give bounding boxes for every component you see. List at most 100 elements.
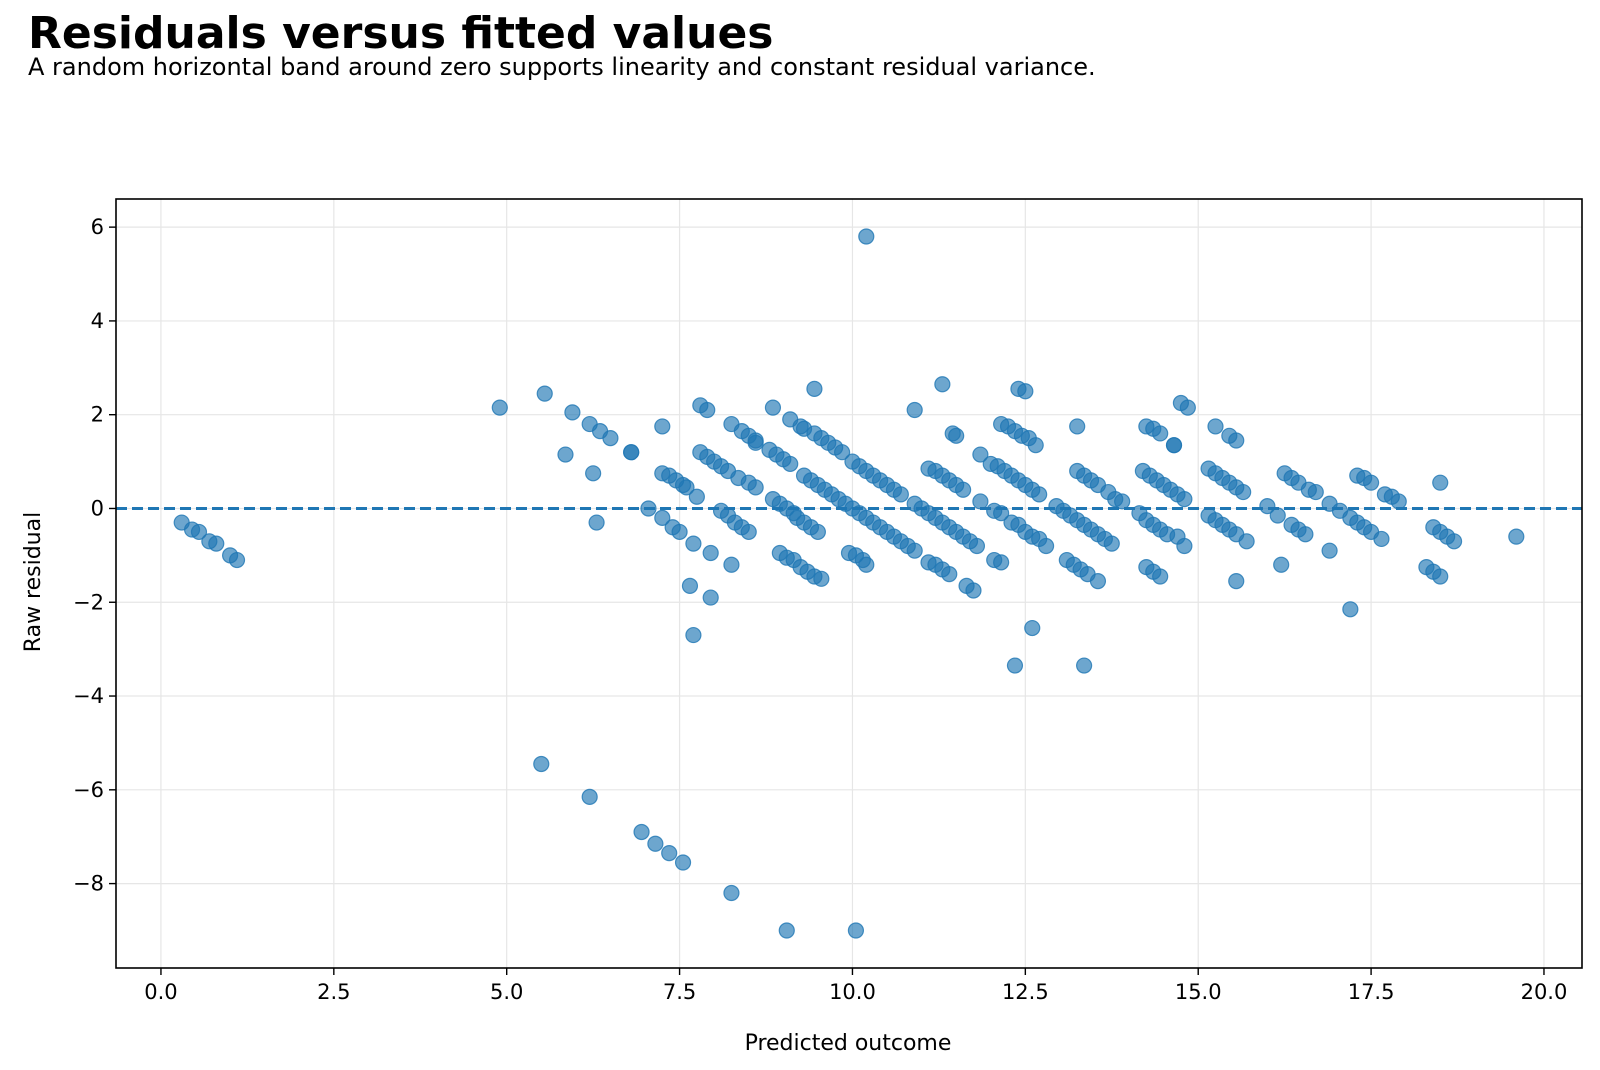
scatter-points bbox=[173, 228, 1525, 939]
data-point bbox=[747, 434, 764, 451]
data-point bbox=[833, 444, 851, 461]
data-point bbox=[661, 845, 678, 862]
data-point bbox=[557, 446, 574, 463]
chart-subtitle: A random horizontal band around zero sup… bbox=[28, 53, 1096, 81]
data-point bbox=[688, 488, 705, 505]
data-point bbox=[602, 430, 619, 447]
data-point bbox=[536, 385, 553, 402]
data-point bbox=[1362, 474, 1380, 491]
data-point bbox=[1235, 483, 1252, 501]
x-tick-label: 10.0 bbox=[829, 980, 876, 1004]
data-point bbox=[208, 535, 225, 552]
data-point bbox=[1390, 493, 1407, 510]
y-tick-label: −2 bbox=[73, 590, 104, 614]
data-point bbox=[1373, 530, 1390, 548]
data-point bbox=[993, 554, 1010, 571]
data-point bbox=[1114, 493, 1131, 510]
data-point bbox=[1321, 542, 1338, 559]
data-point bbox=[858, 556, 875, 573]
data-point bbox=[782, 455, 799, 473]
y-tick-label: 4 bbox=[91, 309, 104, 333]
data-point bbox=[1024, 619, 1041, 637]
grid-lines bbox=[116, 199, 1582, 968]
y-tick-label: −4 bbox=[73, 684, 104, 708]
x-tick-label: 15.0 bbox=[1175, 980, 1222, 1004]
data-point bbox=[1273, 556, 1290, 573]
data-point bbox=[678, 479, 695, 496]
data-point bbox=[1176, 490, 1193, 508]
data-point bbox=[685, 535, 702, 552]
data-point bbox=[647, 835, 664, 852]
y-axis-ticks: −8 −6 −4 −2 0 2 4 6 bbox=[73, 215, 116, 896]
data-point bbox=[1165, 437, 1183, 454]
data-point bbox=[1103, 535, 1120, 552]
data-point bbox=[847, 922, 865, 939]
data-point bbox=[941, 566, 958, 583]
data-point bbox=[702, 589, 719, 606]
data-point bbox=[764, 399, 782, 416]
data-point bbox=[892, 486, 909, 503]
data-point bbox=[1089, 573, 1107, 590]
y-axis-label: Raw residual bbox=[21, 512, 46, 652]
data-point bbox=[965, 582, 982, 599]
x-tick-label: 7.5 bbox=[663, 980, 696, 1004]
data-point bbox=[190, 523, 208, 541]
data-point bbox=[1207, 418, 1224, 435]
data-point bbox=[1238, 533, 1255, 550]
y-tick-label: 6 bbox=[91, 215, 104, 239]
x-tick-label: 20.0 bbox=[1521, 980, 1568, 1004]
data-point bbox=[681, 577, 699, 594]
data-point bbox=[809, 523, 826, 541]
data-point bbox=[948, 427, 965, 444]
data-point bbox=[723, 884, 740, 902]
data-point bbox=[671, 523, 688, 541]
data-point bbox=[491, 399, 508, 416]
data-point bbox=[1152, 425, 1169, 442]
data-point bbox=[1432, 474, 1449, 491]
data-point bbox=[640, 500, 657, 517]
y-tick-label: 2 bbox=[91, 403, 104, 427]
data-point bbox=[1228, 573, 1245, 590]
x-tick-label: 12.5 bbox=[1002, 980, 1049, 1004]
data-point bbox=[585, 465, 602, 482]
data-point bbox=[972, 446, 989, 463]
data-point bbox=[954, 481, 972, 498]
y-tick-label: 0 bbox=[91, 496, 104, 520]
y-tick-label: −6 bbox=[73, 778, 104, 802]
x-axis-ticks: 0.0 2.5 5.0 7.5 10.0 12.5 15.0 17.5 20.0 bbox=[144, 968, 1567, 1004]
data-point bbox=[747, 479, 764, 496]
chart-title: Residuals versus fitted values bbox=[28, 8, 774, 59]
data-point bbox=[1069, 418, 1086, 435]
data-point bbox=[654, 418, 671, 435]
data-point bbox=[1152, 568, 1169, 585]
x-tick-label: 2.5 bbox=[317, 980, 350, 1004]
data-point bbox=[778, 922, 795, 939]
data-point bbox=[702, 544, 719, 562]
data-point bbox=[1297, 526, 1314, 543]
data-point bbox=[723, 556, 740, 573]
data-point bbox=[1076, 657, 1093, 674]
data-point bbox=[1342, 601, 1359, 618]
data-point bbox=[1259, 498, 1276, 515]
data-point bbox=[1027, 437, 1044, 454]
data-point bbox=[588, 514, 605, 531]
data-point bbox=[1006, 657, 1024, 674]
plot-area-frame bbox=[115, 198, 1583, 969]
data-point bbox=[581, 788, 598, 805]
data-point bbox=[740, 523, 757, 541]
data-point bbox=[623, 444, 640, 461]
data-point bbox=[685, 626, 702, 644]
data-point bbox=[699, 401, 716, 419]
data-point bbox=[1432, 568, 1449, 585]
x-tick-label: 17.5 bbox=[1348, 980, 1395, 1004]
data-point bbox=[934, 376, 951, 393]
data-point bbox=[1228, 432, 1245, 449]
data-point bbox=[564, 404, 581, 421]
x-axis-label: Predicted outcome bbox=[745, 1031, 952, 1056]
data-point bbox=[1445, 533, 1463, 550]
data-point bbox=[633, 823, 650, 841]
data-point bbox=[1031, 486, 1048, 503]
data-point bbox=[654, 509, 671, 526]
data-point bbox=[972, 493, 989, 510]
